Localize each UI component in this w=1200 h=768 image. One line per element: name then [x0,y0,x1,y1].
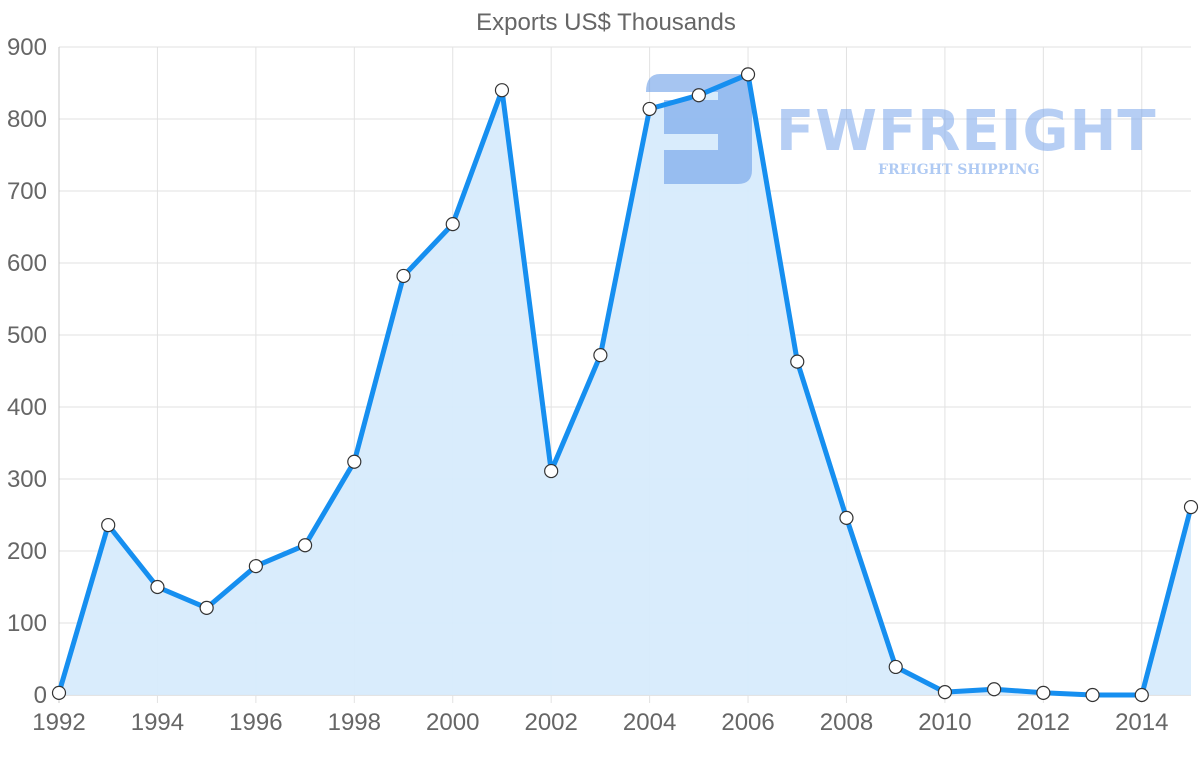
data-point[interactable]: 1996: 179 [248,559,263,574]
data-point[interactable]: 2001: 840 [494,83,510,98]
series-area [59,74,1191,695]
data-point[interactable]: 2015: 261 [1183,499,1199,515]
data-point[interactable]: 2000: 654 [445,217,460,232]
y-tick-label: 100 [7,610,47,637]
y-tick-label: 500 [7,322,47,349]
data-point[interactable]: 2005: 833 [691,88,706,103]
y-tick-label: 800 [7,106,47,133]
x-tick-label: 2004 [623,709,676,736]
x-tick-label: 1996 [229,709,282,736]
x-tick-label: 1994 [131,709,184,736]
data-point[interactable]: 2012: 3 [1036,685,1051,700]
y-tick-label: 300 [7,466,47,493]
y-tick-label: 200 [7,538,47,565]
y-tick-label: 700 [7,178,47,205]
y-tick-label: 400 [7,394,47,421]
series-line [56,71,1194,698]
x-tick-label: 1998 [328,709,381,736]
x-tick-label: 2006 [721,709,774,736]
data-point[interactable]: 2011: 8 [987,682,1002,697]
y-tick-label: 0 [34,682,47,709]
data-point[interactable]: 2013: 0 [1085,687,1100,703]
x-tick-label: 2010 [918,709,971,736]
data-point[interactable]: 1997: 208 [297,538,313,553]
data-point[interactable]: 1992: 3 [51,685,67,700]
data-points: 1992: 3 1993: 236 1994: 150 1995: 121 1996: … [51,67,1199,703]
chart-title: Exports US$ Thousands [476,9,736,36]
watermark-brand: FWFREIGHT [776,99,1157,164]
data-line [56,71,1194,698]
x-tick-label: 2000 [426,709,479,736]
data-point[interactable]: 1995: 121 [199,600,214,615]
data-point[interactable]: 2006: 862 [740,67,756,82]
x-tick-label: 1992 [32,709,85,736]
data-point[interactable]: 2010: 4 [937,685,953,700]
watermark-tagline: FREIGHT SHIPPING [878,162,1040,178]
data-point[interactable]: 2007: 463 [790,354,805,369]
data-point[interactable]: 1993: 236 [101,517,116,533]
y-tick-label: 600 [7,250,47,277]
x-tick-label: 2014 [1115,709,1168,736]
data-point[interactable]: 2014: 0 [1134,687,1149,703]
data-point[interactable]: 1999: 582 [396,268,411,284]
x-tick-label: 2008 [820,709,873,736]
area-fill [59,74,1191,695]
data-point[interactable]: 2002: 311 [544,463,559,479]
x-tick-label: 2012 [1017,709,1070,736]
watermark: FWFREIGHT FREIGHT SHIPPING [646,74,1157,184]
data-point[interactable]: 1994: 150 [150,579,165,595]
y-tick-label: 900 [7,34,47,61]
x-axis-ticks: 1992 1994 1996 1998 2000 2002 2004 2006 2008 2010… [32,709,1168,736]
data-point[interactable]: 2008: 246 [839,510,854,525]
data-point[interactable]: 1998: 324 [347,454,362,469]
y-axis-ticks: 0 100 200 300 400 500 600 700 800 900 [7,34,47,709]
x-tick-label: 2002 [524,709,577,736]
data-point[interactable]: 2009: 39 [888,659,903,675]
data-point[interactable]: 2004: 814 [642,101,657,117]
